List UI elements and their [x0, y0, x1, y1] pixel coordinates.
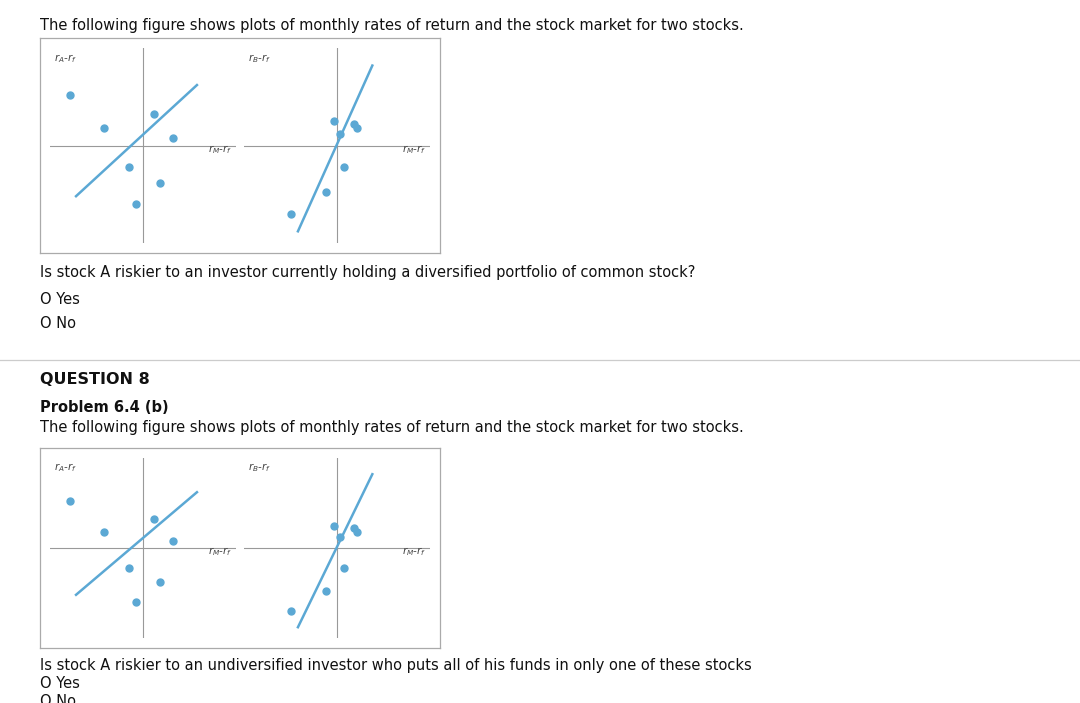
Text: Is stock A riskier to an undiversified investor who puts all of his funds in onl: Is stock A riskier to an undiversified i… [40, 658, 752, 673]
Text: $r_M$-$r_f$: $r_M$-$r_f$ [208, 143, 232, 156]
Text: O No: O No [40, 694, 76, 703]
Text: The following figure shows plots of monthly rates of return and the stock market: The following figure shows plots of mont… [40, 420, 744, 435]
Text: The following figure shows plots of monthly rates of return and the stock market: The following figure shows plots of mont… [40, 18, 744, 33]
Text: Is stock A riskier to an investor currently holding a diversified portfolio of c: Is stock A riskier to an investor curren… [40, 265, 696, 280]
Text: $r_M$-$r_f$: $r_M$-$r_f$ [208, 546, 232, 558]
Text: $r_A$-$r_f$: $r_A$-$r_f$ [54, 52, 77, 65]
Text: $r_B$-$r_f$: $r_B$-$r_f$ [247, 462, 271, 475]
Text: O No: O No [40, 316, 76, 331]
Text: O Yes: O Yes [40, 676, 80, 691]
Text: $r_A$-$r_f$: $r_A$-$r_f$ [54, 462, 77, 475]
Text: O Yes: O Yes [40, 292, 80, 307]
Text: Problem 6.4 (b): Problem 6.4 (b) [40, 400, 168, 415]
Text: $r_M$-$r_f$: $r_M$-$r_f$ [402, 546, 427, 558]
Text: $r_B$-$r_f$: $r_B$-$r_f$ [247, 52, 271, 65]
Text: $r_M$-$r_f$: $r_M$-$r_f$ [402, 143, 427, 156]
Text: QUESTION 8: QUESTION 8 [40, 372, 150, 387]
